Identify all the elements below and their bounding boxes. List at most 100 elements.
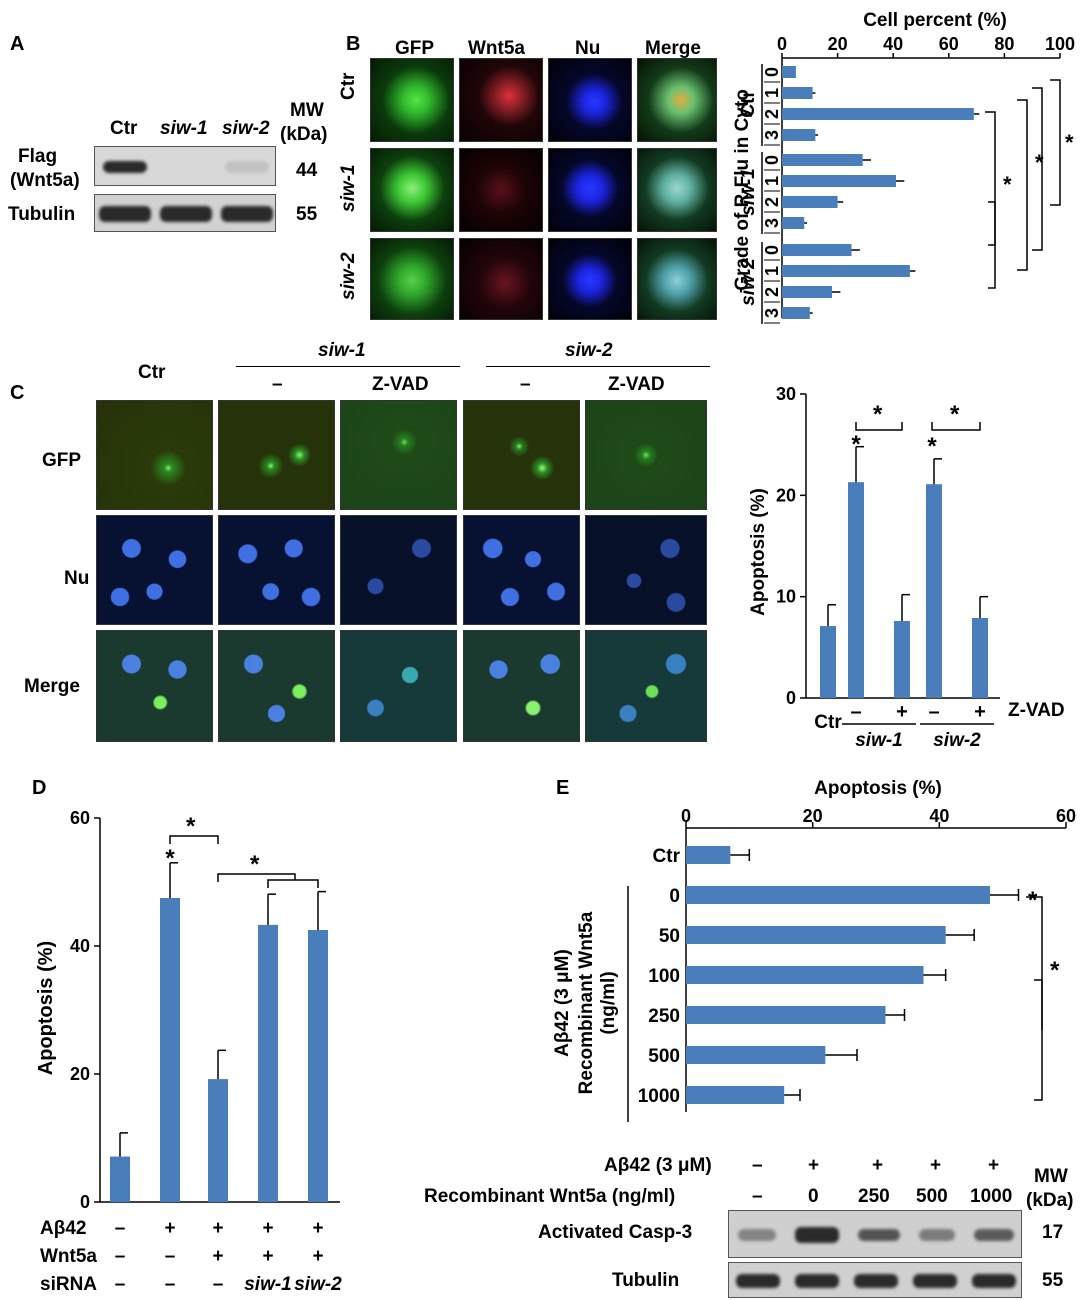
- micrograph-wnt5a-siw1: [459, 148, 543, 232]
- flag-band-row: [95, 147, 277, 187]
- tubulin-band: [220, 206, 273, 222]
- c-x-plus: +: [896, 701, 908, 723]
- e-sig-star: *: [1028, 887, 1038, 914]
- e-bar: [686, 1046, 826, 1064]
- d-ytick-label: 40: [70, 936, 90, 956]
- c-row-label-merge: Merge: [24, 676, 80, 697]
- micrograph-c-merge-ctr: [96, 630, 213, 742]
- sig-bracket-siw1-siw2: [988, 201, 996, 289]
- micrograph-gfp-siw2: [370, 238, 454, 320]
- b-xtick-label: 0: [777, 34, 787, 54]
- e-blot-r1-v: +: [930, 1155, 942, 1176]
- e-blot-tubulin-label: Tubulin: [612, 1270, 680, 1291]
- e-blot-r1-v: +: [988, 1155, 1000, 1176]
- panel-c-letter: C: [10, 382, 25, 404]
- tubulin-e-band: [912, 1274, 957, 1288]
- e-sig-bracket: [1026, 896, 1043, 1030]
- casp3-band: [973, 1229, 1014, 1241]
- col-header-merge: Merge: [645, 38, 701, 59]
- c-header-ctr: Ctr: [138, 362, 166, 383]
- b-xtick-label: 20: [828, 34, 848, 54]
- sig-star: *: [1065, 130, 1074, 155]
- b-bar: [782, 108, 974, 120]
- e-bar: [686, 1086, 785, 1104]
- d-row-value: –: [115, 1218, 126, 1239]
- tubulin-label-a: Tubulin: [8, 204, 76, 225]
- micrograph-c-gfp-siw2: [463, 400, 580, 510]
- b-grade-label: 2: [762, 287, 782, 297]
- b-xtick-label: 80: [994, 34, 1014, 54]
- b-group-label: Ctr: [738, 90, 759, 118]
- b-grade-label: 1: [762, 266, 782, 276]
- micrograph-merge-siw1: [637, 148, 717, 232]
- c-header-zvad: Z-VAD: [372, 374, 429, 395]
- d-row-value: +: [262, 1246, 273, 1267]
- micrograph-c-merge-siw2: [463, 630, 580, 742]
- micrograph-c-nu-ctr: [96, 515, 213, 625]
- tubulin-e-band: [971, 1274, 1016, 1288]
- casp3-band: [857, 1229, 900, 1241]
- e-category-label: 1000: [638, 1086, 680, 1107]
- d-sig-star: *: [165, 845, 175, 872]
- d-row-value: +: [164, 1218, 175, 1239]
- e-blot-r1-v: –: [752, 1155, 763, 1176]
- d-row-label-abeta: Aβ42: [40, 1218, 86, 1239]
- col-header-gfp: GFP: [395, 38, 435, 59]
- panel-d-letter: D: [32, 777, 47, 799]
- e-xtick-label: 60: [1056, 806, 1076, 826]
- c-x-group-siw1: siw-1: [855, 730, 903, 751]
- c-sig-star: *: [851, 431, 861, 458]
- micrograph-gfp-siw1: [370, 148, 454, 232]
- tubulin-blot-e: [728, 1262, 1022, 1298]
- d-row-value: +: [312, 1246, 323, 1267]
- e-category-label: 250: [648, 1006, 680, 1027]
- d-row-value: –: [115, 1246, 126, 1267]
- mw-44: 44: [296, 160, 318, 181]
- d-bar: [160, 898, 180, 1202]
- b-xtick-label: 100: [1045, 34, 1075, 54]
- c-header-siw1-line: [236, 366, 460, 367]
- sig-star: *: [1003, 172, 1012, 197]
- c-x-minus: –: [928, 701, 939, 723]
- b-bar: [782, 265, 910, 277]
- e-blot-mw-unit: (kDa): [1026, 1190, 1074, 1211]
- c-header-zvad: Z-VAD: [608, 374, 665, 395]
- micrograph-merge-siw2: [637, 238, 717, 320]
- tubulin-e-band: [853, 1274, 898, 1288]
- c-row-label-nu: Nu: [64, 568, 90, 589]
- c-x-plus: +: [974, 701, 986, 723]
- col-header-nu: Nu: [575, 38, 601, 59]
- e-category-label: Ctr: [653, 846, 681, 867]
- d-row-value: –: [165, 1274, 176, 1295]
- c-sig-star: *: [927, 433, 937, 460]
- c-header-siw2-line: [486, 366, 710, 367]
- c-row-label-gfp: GFP: [42, 450, 82, 471]
- micrograph-c-merge-siw1: [218, 630, 335, 742]
- e-xtick-label: 0: [681, 806, 691, 826]
- c-sig-star: *: [873, 401, 883, 428]
- panel-e-xlabel: Apoptosis (%): [814, 778, 942, 799]
- b-grade-label: 1: [762, 88, 782, 98]
- d-row-value: +: [212, 1246, 223, 1267]
- e-category-label: 500: [648, 1046, 680, 1067]
- d-sig-bracket-3: [267, 879, 319, 888]
- c-header-minus: –: [272, 374, 283, 395]
- e-blot-r2-v: 0: [808, 1186, 819, 1207]
- panel-c-ylabel: Apoptosis (%): [748, 488, 769, 616]
- e-blot-mw-header: MW: [1034, 1166, 1068, 1187]
- d-sig-bracket-1: [169, 835, 219, 844]
- casp3-blot: [728, 1210, 1022, 1258]
- panel-e-letter: E: [556, 777, 570, 799]
- tubulin-band: [99, 206, 152, 222]
- micrograph-c-merge-siw2-zvad: [585, 630, 707, 742]
- lane-label-ctr: Ctr: [110, 118, 138, 139]
- micrograph-c-gfp-siw1: [218, 400, 335, 510]
- sig-bracket-ctr-all: [1032, 87, 1043, 251]
- tubulin-e-band-row: [729, 1263, 1023, 1299]
- flag-band: [103, 161, 148, 173]
- tubulin-band-row: [95, 195, 277, 233]
- c-bar: [848, 482, 864, 698]
- c-header-siw1: siw-1: [318, 340, 366, 361]
- panel-b-ylabel: Grade of R-Flu in Cyto: [732, 89, 753, 291]
- d-sig-star: *: [186, 813, 196, 840]
